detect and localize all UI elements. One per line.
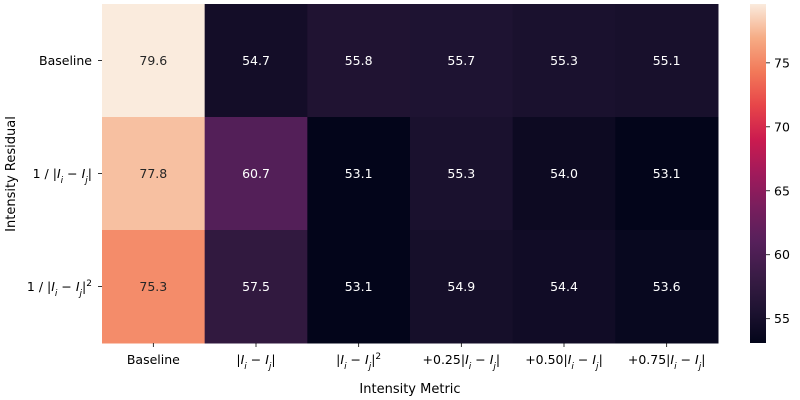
heatmap-cell [307, 4, 411, 118]
heatmap-cell [410, 117, 514, 231]
heatmap-cell [410, 4, 514, 118]
cell-value-label: 54.0 [550, 166, 578, 181]
cell-value-label: 60.7 [242, 166, 270, 181]
colorbar-tick-label: 65 [774, 183, 790, 198]
x-tick-label: +0.75|Ii − Ij| [628, 352, 706, 372]
cell-value-label: 54.4 [550, 279, 578, 294]
heatmap-cell [615, 4, 719, 118]
heatmap-cell [204, 4, 308, 118]
cell-value-label: 53.6 [653, 279, 681, 294]
x-tick-label: +0.50|Ii − Ij| [525, 352, 603, 372]
heatmap-cell [307, 230, 411, 344]
cell-value-label: 53.1 [345, 166, 373, 181]
cell-value-label: 53.1 [653, 166, 681, 181]
x-axis-ticks: Baseline |Ii − Ij| |Ii − Ij|2 +0.25|Ii − Ij… [127, 343, 706, 372]
cell-value-label: 53.1 [345, 279, 373, 294]
cell-value-label: 55.8 [345, 53, 373, 68]
heatmap-cells [102, 4, 719, 344]
cell-value-label: 55.7 [447, 53, 475, 68]
cell-value-label: 79.6 [139, 53, 167, 68]
cell-value-label: 55.3 [550, 53, 578, 68]
x-tick-label: +0.25|Ii − Ij| [423, 352, 501, 372]
x-tick-label: |Ii − Ij|2 [336, 352, 381, 372]
cell-value-label: 77.8 [139, 166, 167, 181]
heatmap-cell [512, 4, 616, 118]
heatmap-cell [615, 117, 719, 231]
y-axis-label: Intensity Residual [4, 116, 19, 232]
heatmap-cell [102, 4, 206, 118]
colorbar-tick-label: 75 [774, 55, 790, 70]
cell-value-label: 54.7 [242, 53, 270, 68]
colorbar [750, 4, 766, 343]
x-tick-label: Baseline [127, 352, 180, 367]
heatmap-cell [512, 117, 616, 231]
y-tick-label: Baseline [39, 53, 92, 68]
colorbar-ticks: 55 60 65 70 75 [766, 55, 790, 326]
cell-value-label: 55.3 [447, 166, 475, 181]
y-tick-label: 1 / |Ii − Ij| [33, 166, 92, 186]
cell-value-label: 54.9 [447, 279, 475, 294]
colorbar-tick-label: 55 [774, 311, 790, 326]
cell-value-label: 75.3 [139, 279, 167, 294]
heatmap-cell [204, 230, 308, 344]
heatmap-cell-labels: 79.6 54.7 55.8 55.7 55.3 55.1 77.8 60.7 53.1 55.3… [139, 53, 680, 294]
x-tick-label: |Ii − Ij| [236, 352, 275, 372]
heatmap-cell [512, 230, 616, 344]
heatmap-cell [615, 230, 719, 344]
heatmap-cell [410, 230, 514, 344]
colorbar-tick-label: 60 [774, 247, 790, 262]
cell-value-label: 57.5 [242, 279, 270, 294]
y-axis-ticks: Baseline 1 / |Ii − Ij| 1 / |Ii − Ij|2 [27, 53, 102, 299]
colorbar-tick-label: 70 [774, 119, 790, 134]
cell-value-label: 55.1 [653, 53, 681, 68]
y-tick-label: 1 / |Ii − Ij|2 [27, 279, 92, 299]
x-axis-label: Intensity Metric [359, 382, 460, 397]
heatmap-cell [204, 117, 308, 231]
heatmap-cell [102, 117, 206, 231]
heatmap-cell [307, 117, 411, 231]
heatmap-cell [102, 230, 206, 344]
